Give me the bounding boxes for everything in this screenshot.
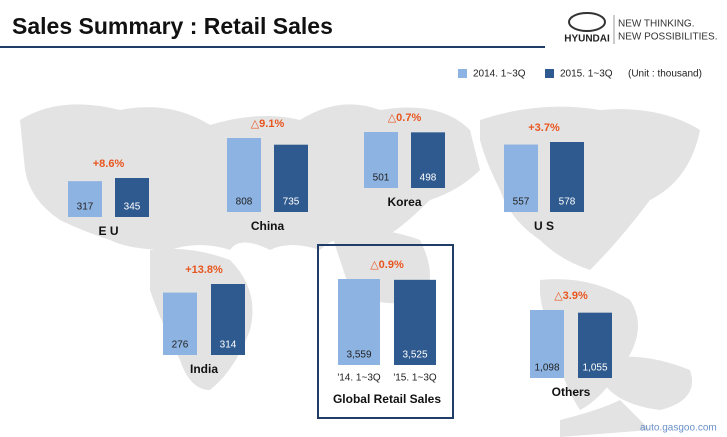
change-label: +8.6% [93,158,125,170]
bar [115,178,149,217]
region-name: Global Retail Sales [333,392,441,406]
category-label: '15. 1~3Q [393,373,437,384]
value-label: 3,525 [402,350,427,361]
region-name: E U [98,224,118,238]
value-label: 735 [283,197,300,208]
region-name: China [251,219,285,233]
value-label: 276 [172,340,189,351]
global-box [317,244,454,419]
world-map [20,104,700,437]
change-label: +3.7% [528,122,560,134]
value-label: 345 [124,202,141,213]
value-label: 498 [420,173,437,184]
region-name: India [190,362,218,376]
bar [211,284,245,355]
slogan: NEW POSSIBILITIES. [618,32,717,43]
legend-label: 2014. 1~3Q [473,69,526,80]
change-label: △0.9% [370,259,404,271]
change-label: △0.7% [388,112,422,124]
legend-label: 2015. 1~3Q [560,69,613,80]
bar [163,292,197,355]
bar [364,132,398,188]
bar [530,310,564,378]
bar [227,138,261,212]
bar [578,312,612,378]
brand: HYUNDAI [564,34,610,45]
value-label: 501 [373,173,390,184]
value-label: 557 [513,197,530,208]
value-label: 1,055 [582,363,607,374]
bar [394,279,436,365]
value-label: 314 [220,340,237,351]
value-label: 808 [236,197,253,208]
value-label: 317 [77,202,94,213]
unit-label: (Unit : thousand) [628,69,702,80]
bar [338,279,380,365]
change-label: △3.9% [554,290,588,302]
bar [504,144,538,212]
bar [68,181,102,217]
legend-swatch [545,69,554,78]
slogan: NEW THINKING. [618,19,694,30]
region-name: Korea [387,195,421,209]
value-label: 3,559 [346,350,371,361]
watermark: auto.gasgoo.com [640,423,717,434]
region-name: Others [552,385,591,399]
slide-title: Sales Summary : Retail Sales [12,13,333,39]
value-label: 578 [559,197,576,208]
value-label: 1,098 [534,363,559,374]
bar [411,132,445,188]
legend-swatch [458,69,467,78]
category-label: '14. 1~3Q [337,373,381,384]
bar [550,142,584,212]
bar [274,144,308,212]
region-name: U S [534,219,554,233]
change-label: △9.1% [251,118,285,130]
logo-mark [568,12,606,32]
change-label: +13.8% [185,264,223,276]
